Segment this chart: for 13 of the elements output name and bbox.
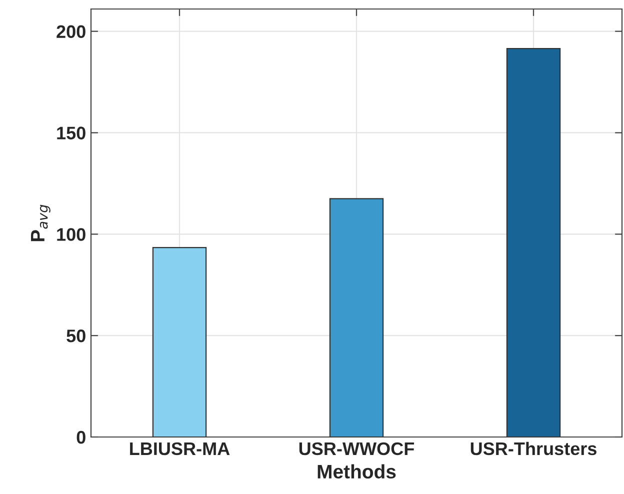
- bar: [329, 198, 384, 437]
- y-axis-title: P$_{avg}$: [31, 204, 50, 242]
- x-tick-label: USR-Thrusters: [470, 442, 596, 456]
- y-tick-label: 50: [66, 330, 86, 342]
- x-tick-label: USR-WWOCF: [299, 442, 414, 456]
- bar: [506, 48, 561, 437]
- x-tick-label: LBIUSR-MA: [130, 442, 230, 456]
- bar: [152, 246, 207, 437]
- y-tick-label: 200: [56, 25, 86, 38]
- y-tick-label: 100: [57, 228, 86, 241]
- y-tick-label: 0: [76, 430, 86, 444]
- x-axis-title: Methods: [318, 464, 396, 479]
- y-tick-label: 150: [57, 126, 86, 140]
